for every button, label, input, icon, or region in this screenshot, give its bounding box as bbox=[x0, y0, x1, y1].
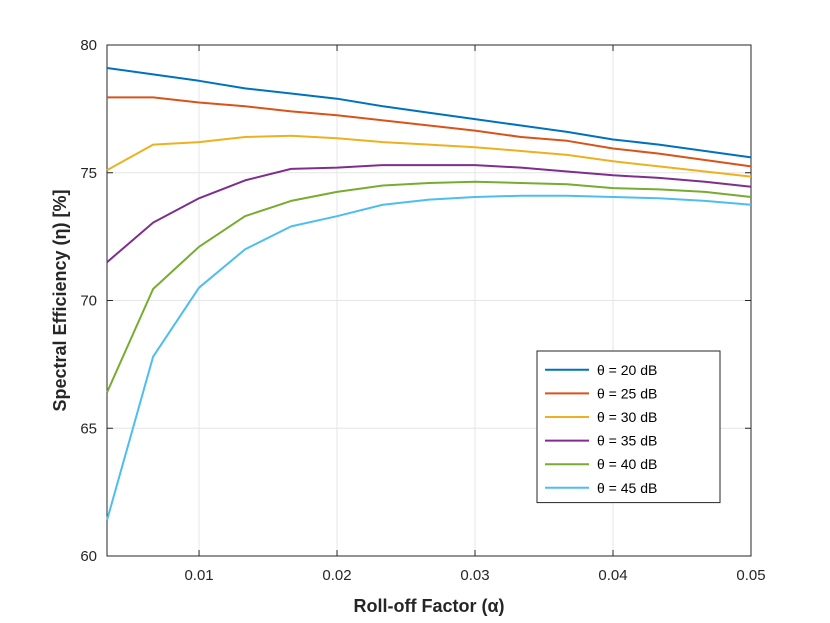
series-line bbox=[106, 180, 752, 393]
y-tick-label: 75 bbox=[80, 165, 97, 182]
y-tick-label: 80 bbox=[80, 37, 97, 54]
series-line bbox=[106, 164, 752, 263]
axis-ticks: 0.01 0.02 0.03 0.04 0.05 60 65 70 75 80 bbox=[80, 37, 765, 584]
x-tick-label: 0.03 bbox=[460, 567, 489, 584]
legend-label: θ = 30 dB bbox=[597, 409, 657, 425]
series-lines bbox=[106, 67, 752, 521]
series-line bbox=[106, 134, 752, 178]
x-tick-label: 0.01 bbox=[184, 567, 213, 584]
series-line bbox=[106, 194, 752, 521]
x-axis-label: Roll-off Factor (α) bbox=[353, 596, 504, 616]
legend-label: θ = 25 dB bbox=[597, 385, 657, 401]
x-tick-label: 0.02 bbox=[322, 567, 351, 584]
legend-label: θ = 35 dB bbox=[597, 433, 657, 449]
y-tick-label: 60 bbox=[80, 548, 97, 565]
legend: θ = 20 dB θ = 25 dB θ = 30 dB θ = 35 dB θ = … bbox=[536, 350, 721, 504]
y-axis-label: Spectral Efficiency (η) [%] bbox=[50, 189, 70, 411]
x-tick-label: 0.04 bbox=[598, 567, 627, 584]
y-tick-label: 65 bbox=[80, 420, 97, 437]
legend-label: θ = 45 dB bbox=[597, 480, 657, 496]
x-tick-label: 0.05 bbox=[736, 567, 765, 584]
legend-box bbox=[536, 350, 721, 504]
y-tick-label: 70 bbox=[80, 293, 97, 310]
series-line bbox=[107, 96, 752, 168]
series-line bbox=[106, 67, 752, 159]
legend-label: θ = 40 dB bbox=[597, 456, 657, 472]
legend-label: θ = 20 dB bbox=[597, 362, 657, 378]
